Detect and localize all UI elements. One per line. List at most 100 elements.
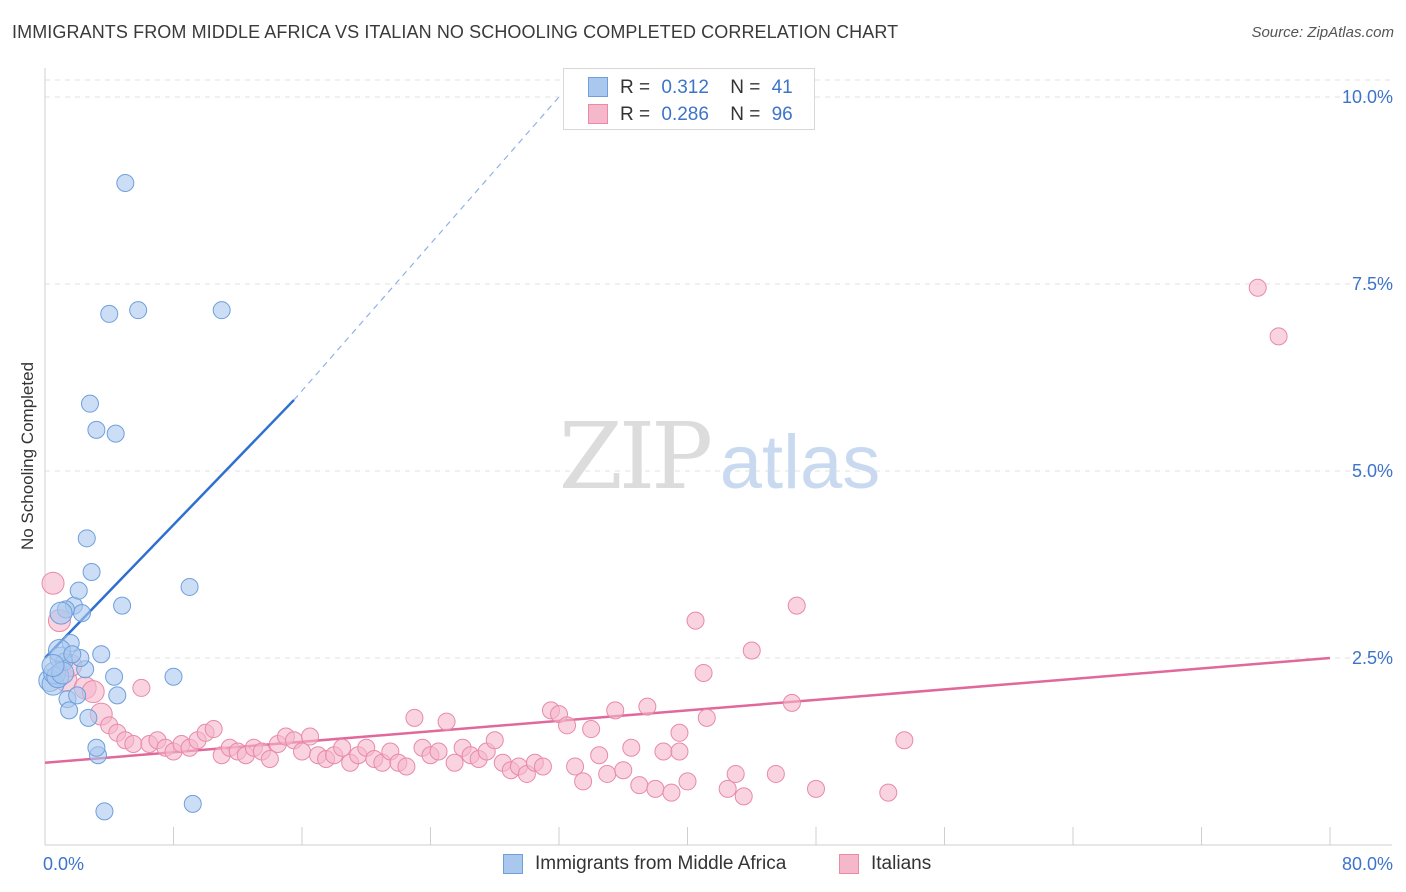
italians-point — [622, 738, 641, 757]
middle-africa-point — [183, 794, 202, 813]
x-tick-label: 0.0% — [43, 854, 84, 874]
y-tick-label: 7.5% — [1352, 274, 1393, 294]
italians-point — [204, 720, 223, 739]
n-value: 96 — [771, 104, 793, 125]
italians-point — [132, 678, 151, 697]
italians-point — [895, 731, 914, 750]
chart-title: IMMIGRANTS FROM MIDDLE AFRICA VS ITALIAN… — [12, 22, 899, 42]
r-label: R = — [620, 77, 651, 98]
italians-point — [485, 731, 504, 750]
italians-point — [694, 663, 713, 682]
italians-point — [734, 787, 753, 806]
italians-point — [879, 783, 898, 802]
legend-label: Italians — [871, 853, 932, 874]
italians-point — [405, 708, 424, 727]
italians-point — [718, 779, 737, 798]
middle-africa-point — [129, 301, 148, 320]
y-tick-label: 2.5% — [1352, 648, 1393, 668]
middle-africa-point — [72, 604, 91, 623]
watermark-zip: ZIP — [559, 403, 710, 510]
italians-point — [638, 697, 657, 716]
x-tick-label: 80.0% — [1342, 854, 1393, 874]
grid-lines — [45, 79, 1392, 659]
watermark-atlas: atlas — [720, 420, 881, 505]
legend-label: Immigrants from Middle Africa — [535, 853, 787, 874]
italians-point — [766, 764, 785, 783]
italians-point — [41, 571, 65, 595]
middle-africa-point — [82, 562, 101, 581]
italians-point — [333, 738, 352, 757]
middle-africa-point — [79, 708, 98, 727]
italians-point — [670, 723, 689, 742]
middle-africa-point — [68, 686, 87, 705]
italians-point — [445, 753, 464, 772]
italians-point — [787, 596, 806, 615]
italians-point — [582, 720, 601, 739]
middle-africa-point — [105, 667, 124, 686]
italians-point — [686, 611, 705, 630]
italians-point — [662, 783, 681, 802]
italians-point — [614, 761, 633, 780]
pink-swatch — [839, 854, 859, 874]
blue-swatch — [588, 77, 608, 97]
blue-swatch — [503, 854, 523, 874]
n-label: N = — [730, 77, 761, 98]
middle-africa-point — [100, 304, 119, 323]
middle-africa-point — [87, 738, 106, 757]
middle-africa-point — [164, 667, 183, 686]
r-label: R = — [620, 104, 651, 125]
italians-point — [742, 641, 761, 660]
middle-africa-point — [108, 686, 127, 705]
stats-legend: R = 0.312 N = 41 R = 0.286 N = 96 — [563, 68, 815, 130]
middle-africa-point — [77, 529, 96, 548]
italians-point — [429, 742, 448, 761]
data-points — [38, 174, 1288, 821]
italians-point — [726, 764, 745, 783]
middle-africa-point — [49, 601, 73, 625]
tick-labels: 2.5% 5.0% 7.5% 10.0% 0.0% 80.0% — [43, 87, 1393, 874]
middle-africa-point — [60, 701, 79, 720]
middle-africa-point — [106, 424, 125, 443]
italians-point — [558, 716, 577, 735]
middle-africa-point — [116, 174, 135, 193]
italians-point — [1248, 278, 1267, 297]
italians-point — [606, 701, 625, 720]
italians-point — [533, 757, 552, 776]
italians-point — [590, 746, 609, 765]
italians-point — [1269, 327, 1288, 346]
middle-africa-point — [63, 645, 82, 664]
middle-africa-point — [69, 581, 88, 600]
r-value: 0.312 — [661, 77, 709, 98]
n-label: N = — [730, 104, 761, 125]
middle-africa-point — [212, 301, 231, 320]
axes — [44, 68, 1392, 846]
middle-africa-point — [41, 653, 65, 677]
italians-point — [670, 742, 689, 761]
watermark: ZIP atlas — [559, 403, 880, 510]
italians-point — [437, 712, 456, 731]
italians-point — [293, 742, 311, 761]
italians-point — [697, 708, 716, 727]
italians-point — [630, 776, 649, 795]
italians-point — [574, 772, 593, 791]
middle-africa-point — [113, 596, 132, 615]
y-tick-label: 5.0% — [1352, 461, 1393, 481]
pink-swatch — [588, 104, 608, 124]
n-value: 41 — [771, 77, 793, 98]
italians-point — [807, 779, 825, 798]
source-label: Source: ZipAtlas.com — [1251, 24, 1394, 41]
series-legend: Immigrants from Middle Africa Italians — [0, 852, 1406, 878]
r-value: 0.286 — [661, 104, 709, 125]
middle-africa-point — [180, 577, 199, 596]
italians-point — [566, 757, 585, 776]
middle-africa-point — [87, 420, 106, 439]
italians-point — [654, 742, 673, 761]
middle-africa-point — [95, 802, 114, 821]
italians-point — [260, 749, 279, 768]
italians-point — [124, 735, 143, 754]
middle-africa-trend-extension — [293, 96, 560, 401]
italians-point — [397, 757, 416, 776]
y-tick-label: 10.0% — [1342, 87, 1393, 107]
italians-point — [81, 680, 105, 704]
